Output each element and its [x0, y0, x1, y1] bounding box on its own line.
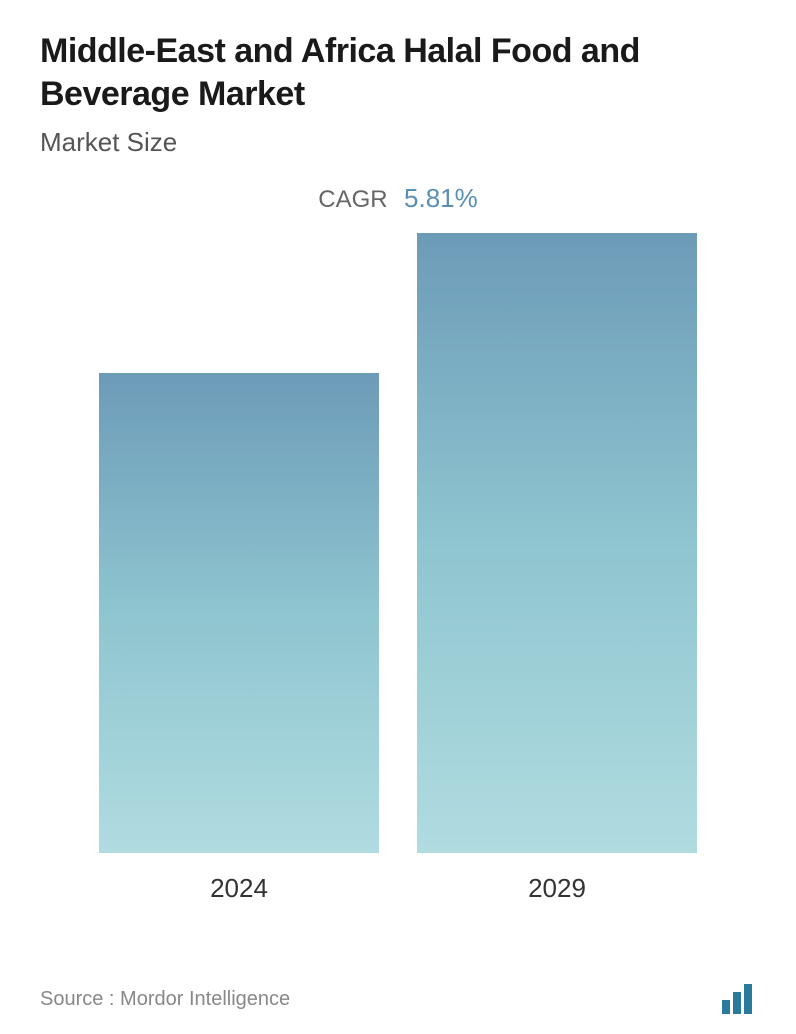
bar-1	[417, 233, 697, 853]
cagr-row: CAGR 5.81%	[40, 183, 756, 214]
logo	[722, 984, 756, 1014]
cagr-value: 5.81%	[404, 183, 478, 213]
cagr-label: CAGR	[318, 186, 387, 213]
footer: Source : Mordor Intelligence	[40, 984, 756, 1014]
chart-area: 2024 2029	[40, 264, 756, 904]
source-name: Mordor Intelligence	[120, 988, 290, 1010]
bar-label-0: 2024	[210, 873, 268, 904]
bar-label-1: 2029	[528, 873, 586, 904]
source-text: Source : Mordor Intelligence	[40, 988, 290, 1011]
chart-subtitle: Market Size	[40, 127, 756, 158]
logo-bars-icon	[722, 984, 752, 1014]
source-label: Source :	[40, 988, 114, 1010]
bar-0	[99, 373, 379, 853]
bar-group-1: 2029	[417, 233, 697, 904]
chart-title: Middle-East and Africa Halal Food and Be…	[40, 30, 756, 115]
bar-group-0: 2024	[99, 373, 379, 904]
